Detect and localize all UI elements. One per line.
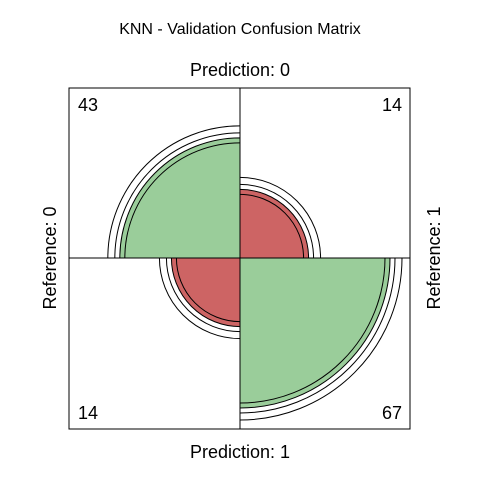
confidence-ring-top-right-1	[239, 193, 305, 259]
cell-value-top-left: 43	[78, 95, 98, 115]
bottom-label: Prediction: 1	[190, 442, 290, 462]
quadrant-bottom-left	[170, 257, 241, 328]
right-label: Reference: 1	[424, 206, 444, 309]
left-label: Reference: 0	[40, 206, 60, 309]
quadrant-top-right	[239, 188, 310, 259]
confidence-ring-bottom-right-1	[239, 257, 386, 404]
top-label: Prediction: 0	[190, 60, 290, 80]
confidence-ring-bottom-left-2	[165, 257, 241, 333]
quadrant-bottom-right	[239, 257, 391, 409]
chart-title: KNN - Validation Confusion Matrix	[119, 21, 361, 38]
cell-value-top-right: 14	[382, 95, 402, 115]
confidence-ring-bottom-left-3	[158, 257, 241, 340]
confidence-ring-bottom-right-3	[239, 257, 403, 421]
quadrants	[107, 125, 403, 421]
cell-value-bottom-right: 67	[382, 403, 402, 423]
confidence-ring-top-left-2	[114, 132, 241, 259]
confidence-ring-top-right-3	[239, 176, 322, 259]
confidence-ring-top-left-1	[124, 142, 241, 259]
quadrant-top-left	[119, 137, 241, 259]
confidence-ring-bottom-left-1	[175, 257, 241, 323]
cell-value-bottom-left: 14	[78, 403, 98, 423]
confidence-ring-top-left-3	[107, 125, 241, 259]
confidence-ring-bottom-right-2	[239, 257, 396, 414]
confidence-ring-top-right-2	[239, 183, 315, 259]
